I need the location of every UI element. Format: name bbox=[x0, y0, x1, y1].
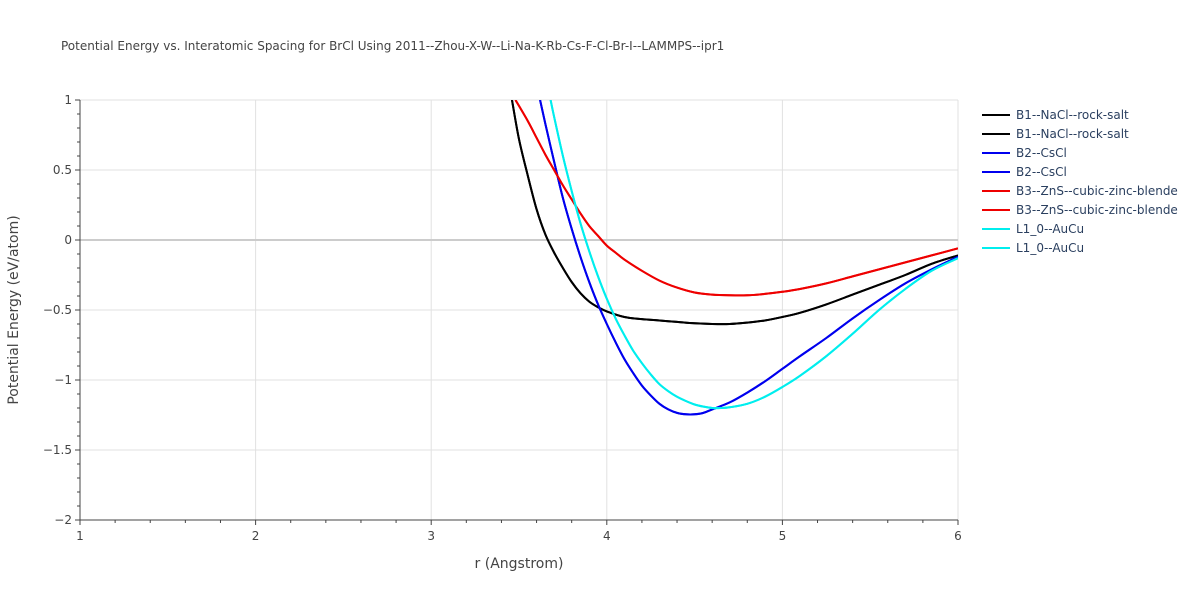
series-line-b3-zns-cubic-zinc-blende[interactable] bbox=[514, 100, 958, 297]
legend-item-b3-zns-cubic-zinc-blende[interactable]: B3--ZnS--cubic-zinc-blende bbox=[982, 203, 1178, 217]
legend-item-b1-nacl-rock-salt[interactable]: B1--NaCl--rock-salt bbox=[982, 108, 1129, 122]
x-tick-label: 1 bbox=[76, 529, 84, 543]
y-tick-label: 0 bbox=[64, 233, 72, 247]
legend-item-l1-0-aucu[interactable]: L1_0--AuCu bbox=[982, 222, 1084, 236]
series-layer bbox=[510, 100, 958, 416]
series-line-b1-nacl-rock-salt[interactable] bbox=[510, 100, 958, 326]
legend[interactable]: B1--NaCl--rock-salt B1--NaCl--rock-salt B2… bbox=[982, 108, 1178, 255]
legend-label: B2--CsCl bbox=[1016, 146, 1067, 160]
x-axis-title: r (Angstrom) bbox=[475, 556, 564, 572]
legend-item-b2-cscl[interactable]: B2--CsCl bbox=[982, 146, 1067, 160]
x-tick-label: 5 bbox=[779, 529, 787, 543]
series-line-b2-cscl[interactable] bbox=[539, 100, 958, 416]
series-line-l1-0-aucu[interactable] bbox=[549, 100, 958, 410]
x-tick-label: 3 bbox=[427, 529, 435, 543]
legend-label: B1--NaCl--rock-salt bbox=[1016, 108, 1129, 122]
legend-item-l1-0-aucu[interactable]: L1_0--AuCu bbox=[982, 241, 1084, 255]
legend-item-b3-zns-cubic-zinc-blende[interactable]: B3--ZnS--cubic-zinc-blende bbox=[982, 184, 1178, 198]
legend-label: B1--NaCl--rock-salt bbox=[1016, 127, 1129, 141]
legend-item-b1-nacl-rock-salt[interactable]: B1--NaCl--rock-salt bbox=[982, 127, 1129, 141]
y-tick-label: 1 bbox=[64, 93, 72, 107]
x-tick-label: 4 bbox=[603, 529, 611, 543]
y-tick-label: −1.5 bbox=[43, 443, 72, 457]
legend-label: B3--ZnS--cubic-zinc-blende bbox=[1016, 203, 1178, 217]
series-line-l1-0-aucu[interactable] bbox=[549, 100, 958, 410]
legend-label: L1_0--AuCu bbox=[1016, 222, 1084, 236]
y-tick-label: 0.5 bbox=[53, 163, 72, 177]
legend-label: B3--ZnS--cubic-zinc-blende bbox=[1016, 184, 1178, 198]
axes-layer: 1 2 3 4 5 6 1 0.5 0 −0.5 −1 −1.5 −2 bbox=[43, 93, 962, 543]
series-line-b2-cscl[interactable] bbox=[539, 100, 958, 416]
chart-title: Potential Energy vs. Interatomic Spacing… bbox=[61, 39, 724, 53]
y-axis-title: Potential Energy (eV/atom) bbox=[6, 215, 22, 404]
legend-item-b2-cscl[interactable]: B2--CsCl bbox=[982, 165, 1067, 179]
x-tick-label: 6 bbox=[954, 529, 962, 543]
y-tick-label: −2 bbox=[54, 513, 72, 527]
legend-label: B2--CsCl bbox=[1016, 165, 1067, 179]
x-tick-label: 2 bbox=[252, 529, 260, 543]
y-tick-label: −0.5 bbox=[43, 303, 72, 317]
legend-label: L1_0--AuCu bbox=[1016, 241, 1084, 255]
y-tick-label: −1 bbox=[54, 373, 72, 387]
grid-layer bbox=[80, 99, 959, 520]
